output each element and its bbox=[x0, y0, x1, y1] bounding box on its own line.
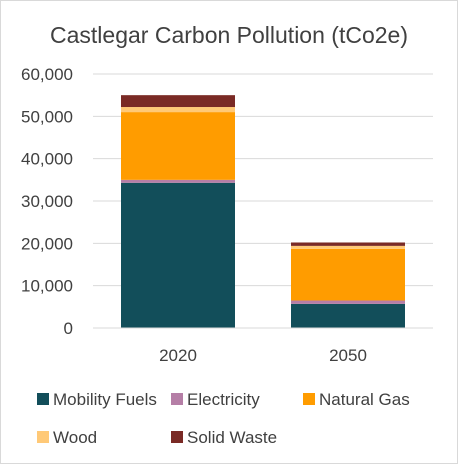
legend-swatch bbox=[37, 431, 49, 443]
legend-swatch bbox=[37, 393, 49, 405]
legend-swatch bbox=[303, 393, 315, 405]
y-tick-label: 40,000 bbox=[21, 150, 73, 169]
bars bbox=[121, 95, 405, 328]
legend-swatch bbox=[171, 431, 183, 443]
bar-segment-wood bbox=[121, 107, 235, 113]
x-tick-label: 2020 bbox=[159, 346, 197, 365]
y-tick-label: 20,000 bbox=[21, 234, 73, 253]
legend-item-electricity: Electricity bbox=[171, 390, 260, 409]
chart-title: Castlegar Carbon Pollution (tCo2e) bbox=[50, 22, 408, 48]
y-axis-tick-labels: 0 10,000 20,000 30,000 40,000 50,000 60,000 bbox=[21, 65, 73, 338]
y-tick-label: 30,000 bbox=[21, 192, 73, 211]
bar-stack-2020 bbox=[121, 95, 235, 328]
y-tick-label: 10,000 bbox=[21, 277, 73, 296]
x-tick-label: 2050 bbox=[329, 346, 367, 365]
legend: Mobility Fuels Electricity Natural Gas Wood… bbox=[37, 390, 410, 447]
legend-swatch bbox=[171, 393, 183, 405]
bar-segment-wood bbox=[291, 245, 405, 249]
bar-segment-natural-gas bbox=[291, 248, 405, 301]
bar-stack-2050 bbox=[291, 242, 405, 328]
legend-label: Natural Gas bbox=[319, 390, 410, 409]
bar-segment-mobility-fuels bbox=[291, 303, 405, 328]
bar-segment-solid-waste bbox=[291, 242, 405, 246]
y-tick-label: 0 bbox=[64, 319, 73, 338]
legend-item-solid-waste: Solid Waste bbox=[171, 428, 277, 447]
bar-segment-electricity bbox=[121, 179, 235, 183]
bar-segment-solid-waste bbox=[121, 95, 235, 108]
y-tick-label: 50,000 bbox=[21, 107, 73, 126]
legend-label: Mobility Fuels bbox=[53, 390, 157, 409]
legend-label: Electricity bbox=[187, 390, 260, 409]
legend-item-natural-gas: Natural Gas bbox=[303, 390, 410, 409]
legend-label: Solid Waste bbox=[187, 428, 277, 447]
bar-segment-mobility-fuels bbox=[121, 182, 235, 328]
bar-segment-electricity bbox=[291, 300, 405, 304]
bar-segment-natural-gas bbox=[121, 112, 235, 180]
legend-label: Wood bbox=[53, 428, 97, 447]
legend-item-wood: Wood bbox=[37, 428, 97, 447]
x-axis: 2020 2050 bbox=[93, 327, 433, 365]
legend-item-mobility-fuels: Mobility Fuels bbox=[37, 390, 157, 409]
y-tick-label: 60,000 bbox=[21, 65, 73, 84]
